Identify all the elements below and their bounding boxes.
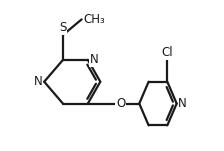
Text: N: N xyxy=(178,97,187,110)
Text: CH₃: CH₃ xyxy=(83,13,105,26)
Text: S: S xyxy=(59,21,67,34)
Text: Cl: Cl xyxy=(162,46,173,59)
Text: O: O xyxy=(116,97,125,110)
Text: N: N xyxy=(34,75,43,88)
Text: N: N xyxy=(89,53,98,66)
